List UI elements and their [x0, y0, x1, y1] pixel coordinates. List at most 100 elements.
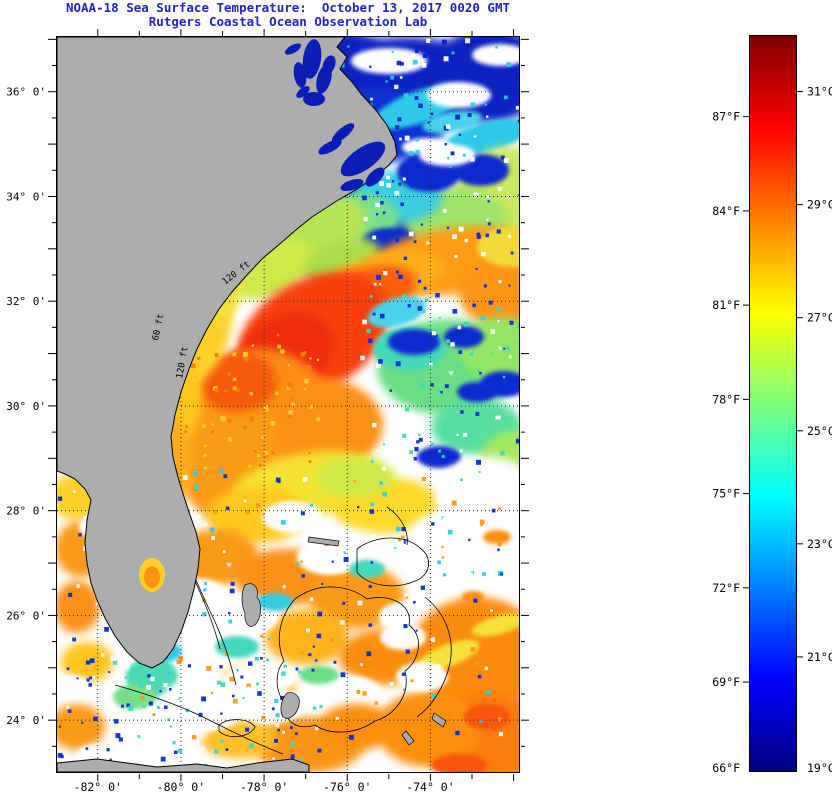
sst-speckle — [401, 341, 406, 345]
sst-speckle — [309, 405, 314, 409]
sst-speckle — [395, 50, 398, 53]
sst-speckle — [438, 316, 441, 319]
sst-speckle — [220, 739, 224, 743]
sst-speckle — [274, 391, 279, 396]
sst-speckle — [303, 388, 306, 391]
sst-speckle — [218, 468, 224, 474]
sst-speckle — [66, 705, 70, 709]
sst-speckle — [175, 702, 180, 706]
sst-speckle — [314, 466, 318, 470]
sst-speckle — [177, 748, 183, 753]
sst-speckle — [302, 477, 308, 482]
sst-speckle — [417, 279, 422, 283]
sst-speckle — [483, 284, 487, 288]
sst-blob — [57, 675, 91, 699]
sst-speckle — [413, 240, 417, 244]
sst-speckle — [415, 150, 420, 155]
depth-contour-line — [386, 506, 408, 546]
sst-speckle — [401, 535, 405, 539]
sst-speckle — [441, 545, 444, 549]
sst-speckle — [386, 175, 390, 180]
sst-speckle — [457, 325, 462, 330]
x-axis-tick-label: -80° 0' — [157, 780, 205, 793]
sst-speckle — [402, 433, 407, 438]
sst-blob — [457, 382, 497, 402]
sst-speckle — [150, 676, 155, 682]
sst-speckle — [392, 180, 395, 183]
sst-speckle — [287, 382, 293, 388]
sst-speckle — [495, 416, 499, 420]
sst-speckle — [395, 238, 399, 243]
sst-speckle — [142, 704, 146, 708]
sst-speckle — [272, 368, 275, 371]
sst-speckle — [148, 756, 154, 761]
sst-speckle — [412, 655, 416, 660]
sst-speckle — [316, 633, 322, 639]
sst-speckle — [516, 77, 519, 80]
sst-speckle — [125, 667, 128, 670]
sst-speckle — [362, 319, 367, 325]
sst-speckle — [188, 613, 192, 617]
sst-speckle — [321, 582, 324, 585]
sst-speckle — [294, 669, 299, 674]
sst-speckle — [204, 466, 208, 470]
sst-speckle — [203, 522, 208, 527]
sst-speckle — [422, 183, 427, 188]
sst-speckle — [357, 600, 363, 606]
sst-speckle — [242, 425, 247, 430]
sst-speckle — [404, 592, 408, 597]
sst-speckle — [452, 308, 458, 314]
sst-speckle — [497, 542, 502, 547]
sst-speckle — [389, 682, 394, 686]
sst-speckle — [403, 256, 408, 261]
sst-speckle — [421, 63, 427, 68]
sst-speckle — [185, 708, 190, 713]
sst-speckle — [58, 725, 61, 728]
sst-speckle — [460, 410, 464, 414]
island — [307, 536, 340, 547]
sst-speckle — [244, 357, 249, 362]
sst-speckle — [198, 712, 203, 717]
sst-speckle — [128, 705, 134, 711]
sst-speckle — [203, 453, 207, 457]
sst-speckle — [264, 405, 268, 409]
sst-speckle — [343, 551, 347, 554]
sst-speckle — [204, 671, 209, 676]
sst-speckle — [458, 226, 464, 232]
sst-speckle — [400, 202, 405, 207]
sst-speckle — [394, 547, 397, 550]
sst-speckle — [507, 234, 511, 238]
sst-speckle — [430, 442, 435, 446]
colorbar-label-f: 66°F — [712, 761, 740, 775]
sst-speckle — [497, 320, 500, 323]
sst-speckle — [403, 688, 406, 691]
sst-speckle — [361, 61, 366, 65]
sst-speckle — [317, 748, 322, 753]
sst-speckle — [468, 538, 471, 542]
sst-speckle — [103, 745, 107, 748]
sst-speckle — [400, 61, 404, 66]
sst-speckle — [506, 62, 512, 67]
sst-speckle — [217, 680, 221, 685]
sst-speckle — [220, 416, 226, 422]
sst-speckle — [110, 656, 116, 661]
sst-speckle — [473, 598, 478, 603]
sst-speckle — [290, 754, 295, 759]
sst-speckle — [515, 438, 519, 444]
sst-speckle — [513, 70, 518, 75]
sst-speckle — [403, 624, 408, 629]
sst-speckle — [298, 758, 303, 763]
sst-speckle — [415, 137, 419, 142]
sst-speckle — [430, 383, 434, 387]
sst-speckle — [472, 303, 476, 308]
sst-speckle — [438, 449, 441, 453]
sst-speckle — [249, 416, 255, 422]
sst-speckle — [285, 667, 289, 672]
sst-speckle — [118, 737, 123, 742]
sst-blob — [459, 254, 519, 330]
sst-speckle — [274, 738, 279, 743]
sst-speckle — [225, 748, 229, 751]
sst-speckle — [224, 389, 228, 393]
estuary-water — [340, 178, 364, 192]
